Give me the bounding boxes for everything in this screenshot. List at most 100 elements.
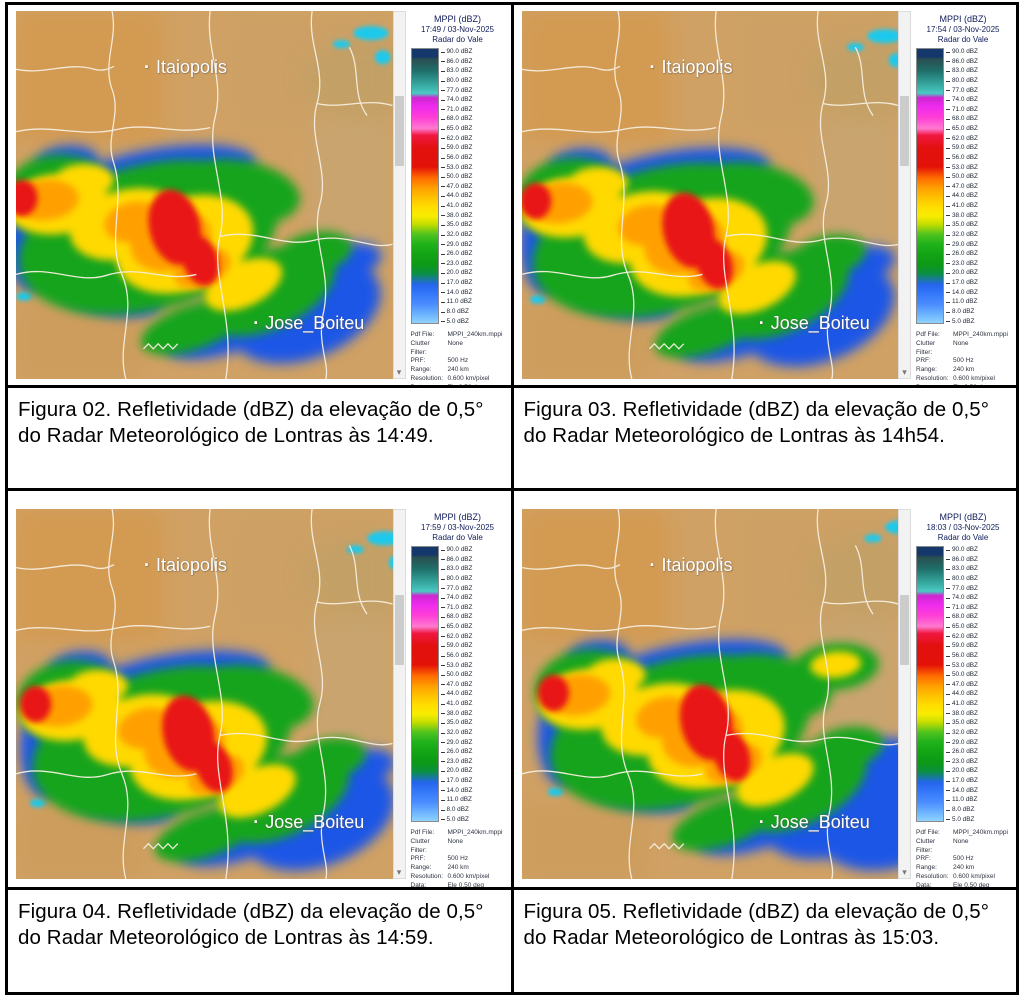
legend-tick: 86.0 dBZ [946, 556, 978, 563]
vertical-scrollbar[interactable]: ▾ [898, 509, 911, 879]
legend-footer-row: PRF: 500 Hz [410, 357, 469, 365]
legend-tick: 44.0 dBZ [946, 192, 978, 199]
legend-tick: 14.0 dBZ [946, 787, 978, 794]
legend-product-title: MPPI (dBZ) [939, 14, 987, 24]
legend-tick: 32.0 dBZ [440, 729, 472, 736]
legend-product-title: MPPI (dBZ) [433, 14, 481, 24]
tick-mark-icon [440, 70, 445, 72]
legend-tick: 17.0 dBZ [440, 777, 472, 784]
legend-panel: MPPI (dBZ) 18:03 / 03-Nov-2025 Radar do … [911, 509, 1012, 887]
tick-mark-icon [440, 167, 445, 169]
legend-tick: 62.0 dBZ [946, 633, 978, 640]
tick-mark-icon [946, 244, 950, 246]
legend-tick: 38.0 dBZ [946, 710, 978, 717]
legend-tick: 38.0 dBZ [440, 710, 472, 717]
legend-tick: 77.0 dBZ [440, 585, 472, 592]
legend-tick: 26.0 dBZ [440, 748, 472, 755]
legend-tick: 90.0 dBZ [946, 546, 978, 553]
map-label-jose-boiteux: · Jose_Boiteu [758, 812, 870, 833]
vertical-scrollbar[interactable]: ▾ [898, 11, 911, 379]
legend-footer-row: Resolution: 0.600 km/pixel [916, 374, 995, 382]
tick-mark-icon [440, 244, 445, 246]
legend-footer-row: Range: 240 km [410, 864, 469, 872]
scrollbar-down-arrow-icon[interactable]: ▾ [902, 367, 907, 377]
legend-timestamp: 17:59 / 03-Nov-2025 [421, 523, 494, 532]
vertical-scrollbar[interactable]: ▾ [392, 11, 406, 379]
legend-footer: Pdf File: MPPI_240km.mppi Clutter Filter… [916, 331, 1010, 385]
tick-mark-icon [946, 301, 950, 303]
tick-mark-icon [440, 128, 445, 130]
legend-tick: 77.0 dBZ [946, 585, 978, 592]
legend-tick: 29.0 dBZ [946, 241, 978, 248]
tick-mark-icon [440, 147, 445, 149]
tick-mark-icon [946, 282, 950, 284]
radar-reflectivity-image [521, 11, 898, 379]
scrollbar-thumb[interactable] [900, 594, 909, 665]
legend-tick: 86.0 dBZ [440, 58, 472, 65]
radar-figure-cell-4: · Itaiopolis · Jose_Boiteu ▾ MPPI (dBZ) … [513, 491, 1016, 887]
tick-mark-icon [440, 119, 445, 121]
legend-tick: 17.0 dBZ [946, 777, 978, 784]
tick-mark-icon [946, 119, 950, 121]
tick-mark-icon [440, 215, 445, 217]
tick-mark-icon [946, 694, 950, 696]
legend-tick: 14.0 dBZ [440, 787, 472, 794]
scrollbar-down-arrow-icon[interactable]: ▾ [396, 367, 402, 377]
tick-mark-icon [440, 597, 445, 599]
tick-mark-icon [440, 253, 445, 255]
tick-mark-icon [440, 617, 445, 619]
legend-tick: 50.0 dBZ [440, 173, 472, 180]
legend-product-title: MPPI (dBZ) [433, 512, 481, 522]
legend-tick: 83.0 dBZ [946, 565, 978, 572]
legend-tick: 44.0 dBZ [440, 690, 472, 697]
tick-mark-icon [440, 138, 445, 140]
tick-mark-icon [946, 655, 950, 657]
tick-mark-icon [440, 234, 445, 236]
legend-footer-row: Resolution: 0.600 km/pixel [410, 374, 490, 382]
radar-map: · Itaiopolis · Jose_Boiteu [521, 11, 898, 379]
tick-mark-icon [440, 186, 445, 188]
tick-mark-icon [440, 684, 445, 686]
legend-tick: 83.0 dBZ [946, 67, 978, 74]
legend-tick: 62.0 dBZ [440, 135, 472, 142]
legend-footer-row: Resolution: 0.600 km/pixel [410, 872, 490, 880]
tick-mark-icon [440, 703, 445, 705]
scrollbar-down-arrow-icon[interactable]: ▾ [396, 867, 402, 877]
tick-mark-icon [946, 147, 950, 149]
legend-tick: 14.0 dBZ [440, 289, 472, 296]
radar-reflectivity-image [521, 509, 898, 879]
scrollbar-down-arrow-icon[interactable]: ▾ [902, 867, 907, 877]
tick-mark-icon [440, 761, 445, 763]
scrollbar-thumb[interactable] [394, 594, 404, 665]
figure-table: · Itaiopolis · Jose_Boiteu ▾ MPPI (dBZ) … [5, 2, 1019, 995]
tick-mark-icon [440, 819, 445, 821]
map-label-itaiopolis: · Itaiopolis [144, 555, 228, 576]
scrollbar-thumb[interactable] [900, 96, 909, 166]
legend-tick: 71.0 dBZ [440, 106, 472, 113]
map-label-itaiopolis: · Itaiopolis [649, 57, 733, 77]
legend-tick: 20.0 dBZ [440, 767, 472, 774]
tick-mark-icon [946, 549, 950, 551]
tick-mark-icon [440, 321, 445, 323]
scrollbar-thumb[interactable] [394, 96, 404, 166]
legend-tick: 59.0 dBZ [946, 642, 978, 649]
tick-mark-icon [440, 771, 445, 773]
tick-mark-icon [440, 655, 445, 657]
legend-tick: 29.0 dBZ [440, 739, 472, 746]
city-dot-icon: · [144, 57, 150, 77]
radar-figure-cell-1: · Itaiopolis · Jose_Boiteu ▾ MPPI (dBZ) … [8, 5, 511, 385]
tick-mark-icon [946, 559, 950, 561]
legend-tick: 26.0 dBZ [946, 748, 978, 755]
tick-mark-icon [440, 742, 445, 744]
legend-tick: 59.0 dBZ [946, 144, 978, 151]
tick-mark-icon [946, 273, 950, 275]
tick-mark-icon [440, 80, 445, 82]
legend-tick: 8.0 dBZ [946, 308, 978, 315]
tick-mark-icon [440, 665, 445, 667]
legend-tick: 65.0 dBZ [946, 125, 978, 132]
vertical-scrollbar[interactable]: ▾ [392, 509, 406, 879]
tick-mark-icon [946, 61, 950, 63]
map-label-itaiopolis: · Itaiopolis [144, 57, 228, 77]
legend-tick: 68.0 dBZ [440, 613, 472, 620]
tick-mark-icon [946, 607, 950, 609]
